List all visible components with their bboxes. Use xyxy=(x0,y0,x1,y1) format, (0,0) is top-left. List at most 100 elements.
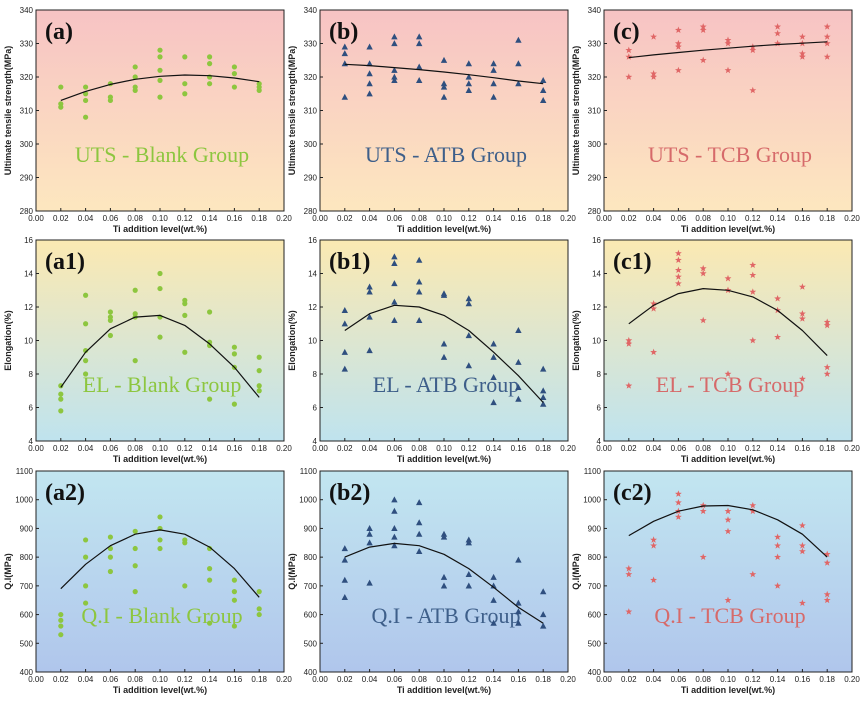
data-point xyxy=(341,306,348,313)
data-point xyxy=(490,80,497,87)
data-point xyxy=(749,501,757,509)
y-tick-label: 1000 xyxy=(299,496,317,505)
y-axis-title: Ultimate tensile strength(MPa) xyxy=(571,46,581,176)
data-point xyxy=(625,73,633,80)
x-tick-label: 0.08 xyxy=(695,214,711,223)
y-tick-label: 14 xyxy=(308,270,317,279)
panel-tag: (b) xyxy=(329,19,358,45)
data-point xyxy=(58,617,64,623)
data-point xyxy=(724,516,732,523)
y-axis-title: Elongation(%) xyxy=(287,310,297,371)
y-tick-label: 900 xyxy=(588,524,602,533)
data-point xyxy=(515,384,522,390)
data-point xyxy=(515,395,522,402)
x-tick-label: 0.14 xyxy=(770,675,786,684)
data-point xyxy=(440,80,448,87)
group-label: Q.I - ATB Group xyxy=(371,603,520,628)
data-point xyxy=(774,533,782,540)
y-axis-title: Q.I(MPa) xyxy=(3,553,13,590)
x-tick-label: 0.16 xyxy=(795,214,811,223)
data-point xyxy=(625,608,633,615)
x-tick-label: 0.18 xyxy=(819,675,835,684)
data-point xyxy=(823,550,831,558)
x-tick-label: 0.20 xyxy=(560,444,576,453)
data-point xyxy=(107,332,113,339)
data-point xyxy=(724,527,732,535)
data-point xyxy=(366,90,373,97)
x-tick-label: 0.18 xyxy=(819,214,835,223)
data-point xyxy=(231,597,237,603)
data-point xyxy=(625,382,633,389)
data-point xyxy=(749,570,757,578)
data-point xyxy=(798,547,806,555)
data-point xyxy=(341,365,348,372)
x-tick-label: 0.14 xyxy=(486,675,502,684)
x-tick-label: 0.04 xyxy=(78,214,94,223)
x-tick-label: 0.20 xyxy=(844,675,860,684)
data-point xyxy=(207,620,213,626)
data-point xyxy=(416,40,423,47)
data-point xyxy=(366,43,373,50)
x-tick-label: 0.08 xyxy=(127,214,143,223)
plot-area xyxy=(603,239,853,442)
data-point xyxy=(490,573,497,580)
y-tick-label: 8 xyxy=(597,370,602,379)
x-tick-label: 0.10 xyxy=(152,444,168,453)
x-tick-label: 0.12 xyxy=(177,444,193,453)
data-point xyxy=(674,279,682,287)
fit-curve xyxy=(628,41,828,59)
group-label: Q.I - TCB Group xyxy=(654,603,805,628)
data-point xyxy=(341,43,348,50)
y-tick-label: 12 xyxy=(24,303,33,312)
data-point xyxy=(157,514,163,520)
x-tick-label: 0.06 xyxy=(671,214,687,223)
data-point xyxy=(674,256,682,264)
data-point xyxy=(699,316,707,324)
y-tick-label: 310 xyxy=(304,107,318,116)
data-point xyxy=(674,513,682,520)
y-tick-label: 600 xyxy=(304,611,318,620)
y-tick-label: 16 xyxy=(308,236,317,245)
data-point xyxy=(465,539,472,546)
y-tick-label: 10 xyxy=(308,337,317,346)
group-label: UTS - ATB Group xyxy=(365,142,527,167)
data-point xyxy=(416,256,423,263)
x-axis-title: Ti addition level(wt.%) xyxy=(113,454,207,464)
x-tick-label: 0.10 xyxy=(720,444,736,453)
y-tick-label: 700 xyxy=(20,582,34,591)
fit-curve xyxy=(628,504,828,558)
data-point xyxy=(207,54,213,60)
data-point xyxy=(798,521,806,529)
data-point xyxy=(391,253,398,260)
data-point xyxy=(207,309,213,315)
data-point xyxy=(416,530,423,537)
data-point xyxy=(674,43,682,50)
data-point xyxy=(207,81,213,87)
data-point xyxy=(540,588,547,595)
data-point xyxy=(465,60,472,67)
y-tick-label: 280 xyxy=(20,207,34,216)
data-point xyxy=(341,320,348,327)
y-tick-label: 300 xyxy=(20,140,34,149)
data-point xyxy=(391,40,398,47)
x-tick-label: 0.02 xyxy=(53,444,69,453)
y-tick-label: 8 xyxy=(29,370,34,379)
data-point xyxy=(798,542,806,549)
data-point xyxy=(490,93,497,100)
data-point xyxy=(699,501,707,509)
panel-tag: (a2) xyxy=(45,480,85,506)
fit-curve xyxy=(344,304,544,403)
y-tick-label: 8 xyxy=(313,370,318,379)
panel-tag: (a) xyxy=(45,19,73,45)
y-tick-label: 500 xyxy=(20,639,34,648)
data-point xyxy=(107,568,113,575)
y-tick-label: 16 xyxy=(592,236,601,245)
x-tick-label: 0.00 xyxy=(596,444,612,453)
data-point xyxy=(515,599,522,606)
y-tick-label: 6 xyxy=(597,404,602,413)
data-point xyxy=(490,619,497,626)
y-tick-label: 500 xyxy=(588,639,602,648)
x-tick-label: 0.00 xyxy=(312,675,328,684)
data-point xyxy=(699,56,707,64)
x-tick-label: 0.16 xyxy=(511,214,527,223)
